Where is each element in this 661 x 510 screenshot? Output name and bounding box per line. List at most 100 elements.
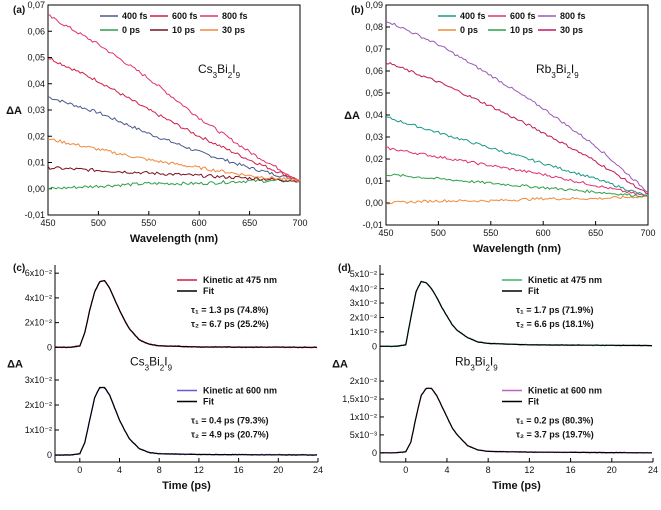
y-tick-label: 0,05 [365, 88, 383, 98]
x-tick-label: 8 [157, 465, 162, 475]
tau1-label: τ₁ = 0.2 ps (80.3%) [516, 416, 594, 426]
y-tick-label: 0,03 [365, 132, 383, 142]
x-tick-label: 550 [141, 218, 156, 228]
y-tick-label: -0,01 [24, 210, 45, 220]
x-tick-label: 650 [242, 218, 257, 228]
legend-entry-fit: Fit [203, 397, 214, 407]
panel-label: (d) [338, 263, 351, 274]
series-line-30-ps [385, 61, 649, 194]
legend-entry: 10 ps [172, 25, 195, 35]
y-tick-label: 2x10⁻² [25, 318, 52, 328]
panel-label: (c) [13, 263, 25, 274]
tau1-label: τ₁ = 0.4 ps (79.3%) [191, 416, 269, 426]
plot-frame [385, 4, 649, 226]
x-tick-label: 24 [648, 465, 658, 475]
series-line-0-ps [385, 195, 649, 205]
y-tick-label: 4x10⁻² [350, 284, 377, 294]
series-line-600-fs [47, 57, 301, 182]
tau2-label: τ₂ = 6.6 ps (18.1%) [516, 319, 594, 329]
x-axis-label: Wavelength (nm) [473, 243, 562, 255]
y-tick-label: 0,03 [27, 105, 45, 115]
legend-entry: 600 fs [510, 11, 536, 21]
x-tick-label: 4 [117, 465, 122, 475]
y-tick-label: 0,06 [27, 26, 45, 36]
x-tick-label: 20 [607, 465, 617, 475]
legend-entry: 0 ps [460, 25, 478, 35]
y-axis-label: ΔA [332, 359, 348, 371]
legend-entry: 0 ps [122, 25, 140, 35]
compound-label: Cs3Bi2I9 [198, 62, 241, 80]
x-axis-label: Time (ps) [492, 480, 541, 492]
y-tick-label: 0 [372, 341, 377, 351]
fit-line [55, 279, 317, 348]
y-tick-label: 0,07 [365, 44, 383, 54]
y-tick-label: 0 [47, 342, 52, 352]
x-tick-label: 20 [273, 465, 283, 475]
y-tick-label: 2x10⁻² [25, 400, 52, 410]
x-tick-label: 12 [194, 465, 204, 475]
tau2-label: τ₂ = 6.7 ps (25.2%) [191, 319, 269, 329]
compound-label: Cs3Bi2I9 [130, 355, 173, 373]
x-tick-label: 16 [566, 465, 576, 475]
x-tick-label: 650 [588, 228, 603, 238]
x-tick-label: 600 [536, 228, 551, 238]
y-axis-label: ΔA [6, 105, 22, 117]
series-line-10-ps [47, 166, 301, 183]
legend-entry: 400 fs [122, 11, 148, 21]
y-tick-label: 0,01 [27, 158, 45, 168]
legend-entry-fit: Fit [203, 286, 214, 296]
y-tick-label: 1x10⁻² [350, 327, 377, 337]
y-tick-label: 0,06 [365, 66, 383, 76]
legend-entry-fit: Fit [528, 397, 539, 407]
x-axis-label: Wavelength (nm) [130, 233, 219, 245]
x-tick-label: 450 [40, 218, 55, 228]
y-tick-label: 3x10⁻² [350, 298, 377, 308]
legend-entry: 30 ps [560, 25, 583, 35]
series-line-800-fs [47, 13, 301, 181]
fit-line [380, 280, 652, 347]
y-tick-label: 1x10⁻² [25, 425, 52, 435]
x-tick-label: 4 [444, 465, 449, 475]
legend-entry: 10 ps [510, 25, 533, 35]
y-tick-label: 0,04 [27, 79, 45, 89]
series-line-30-ps [47, 138, 301, 183]
y-tick-label: 2x10⁻² [350, 376, 377, 386]
panel-label: (a) [13, 5, 25, 16]
x-tick-label: 600 [192, 218, 207, 228]
y-tick-label: 0 [372, 448, 377, 458]
y-tick-label: 4x10⁻² [25, 293, 52, 303]
y-tick-label: 3x10⁻² [25, 375, 52, 385]
x-tick-label: 16 [234, 465, 244, 475]
y-tick-label: 0 [47, 450, 52, 460]
fit-line [380, 387, 652, 454]
x-tick-label: 8 [486, 465, 491, 475]
series-line-0-ps [47, 178, 301, 190]
legend-entry-kinetic: Kinetic at 475 nm [528, 275, 602, 285]
x-tick-label: 12 [524, 465, 534, 475]
x-tick-label: 500 [91, 218, 106, 228]
legend-entry: 800 fs [560, 11, 586, 21]
x-tick-label: 0 [77, 465, 82, 475]
y-tick-label: 0,02 [365, 154, 383, 164]
compound-label: Rb3Bi2I9 [536, 62, 579, 80]
y-tick-label: 0,09 [365, 0, 383, 10]
x-tick-label: 450 [378, 228, 393, 238]
y-tick-label: 2x10⁻² [350, 312, 377, 322]
y-tick-label: 0,04 [365, 110, 383, 120]
legend-entry-fit: Fit [528, 286, 539, 296]
fit-line [55, 386, 317, 456]
y-tick-label: 0,00 [27, 184, 45, 194]
y-tick-label: 0,05 [27, 53, 45, 63]
legend-entry: 30 ps [222, 25, 245, 35]
x-tick-label: 500 [431, 228, 446, 238]
series-line-400-fs [47, 96, 301, 183]
compound-label: Rb3Bi2I9 [455, 355, 498, 373]
series-line-800-fs [385, 21, 649, 194]
chart-b: 450 500 550 600 650 700 -0,01 0,00 0,01 0,02 0,03 0… [344, 0, 655, 255]
y-tick-label: 0,00 [365, 198, 383, 208]
legend-entry: 400 fs [460, 11, 486, 21]
legend-entry: 800 fs [222, 11, 248, 21]
legend-entry: 600 fs [172, 11, 198, 21]
y-tick-label: 0,02 [27, 131, 45, 141]
y-tick-label: 6x10⁻² [25, 268, 52, 278]
